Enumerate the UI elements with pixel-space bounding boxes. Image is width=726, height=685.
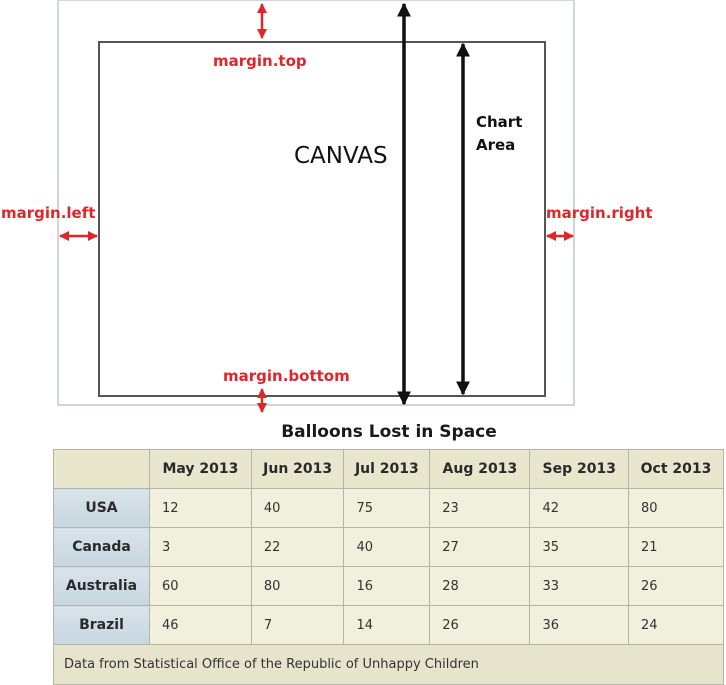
outer-canvas-border (57, 0, 575, 406)
row-header: Australia (53, 566, 150, 606)
column-header: Aug 2013 (429, 449, 531, 489)
chart-area-label-line1: Chart (476, 113, 523, 131)
table-footer: Data from Statistical Office of the Repu… (53, 644, 724, 685)
column-header: Jul 2013 (343, 449, 431, 489)
column-header: Sep 2013 (529, 449, 630, 489)
row-header: USA (53, 488, 150, 528)
diagram-drawing (57, 0, 575, 413)
table-footer-row: Data from Statistical Office of the Repu… (53, 644, 724, 685)
table-cell: 40 (250, 488, 345, 528)
chart-area-label-line2: Area (476, 136, 516, 154)
margin-right-label: margin.right (546, 204, 653, 222)
chart-area-label: Chart Area (476, 111, 522, 157)
table-cell: 27 (429, 527, 531, 567)
table-cell: 60 (149, 566, 252, 606)
data-table: May 2013 Jun 2013 Jul 2013 Aug 2013 Sep … (53, 449, 724, 685)
table-row: Canada 3 22 40 27 35 21 (53, 527, 724, 567)
row-header: Canada (53, 527, 150, 567)
canvas-diagram: margin.top margin.left margin.right marg… (1, 0, 653, 413)
table-cell: 23 (429, 488, 531, 528)
margin-top-label: margin.top (213, 52, 307, 70)
table-cell: 21 (628, 527, 724, 567)
row-header: Brazil (53, 605, 150, 645)
table-cell: 7 (250, 605, 345, 645)
table-cell: 75 (343, 488, 431, 528)
table-cell: 33 (529, 566, 630, 606)
column-header: Oct 2013 (628, 449, 724, 489)
table-cell: 80 (250, 566, 345, 606)
table-row: Brazil 46 7 14 26 36 24 (53, 605, 724, 645)
table-cell: 28 (429, 566, 531, 606)
table-row: Australia 60 80 16 28 33 26 (53, 566, 724, 606)
canvas-label: CANVAS (294, 143, 388, 169)
table-row: USA 12 40 75 23 42 80 (53, 488, 724, 528)
margin-left-label: margin.left (1, 204, 96, 222)
table-cell: 80 (628, 488, 724, 528)
column-header: Jun 2013 (250, 449, 345, 489)
table-cell: 14 (343, 605, 431, 645)
table-cell: 35 (529, 527, 630, 567)
table-cell: 46 (149, 605, 252, 645)
table-cell: 16 (343, 566, 431, 606)
table-title: Balloons Lost in Space (281, 422, 497, 442)
table-cell: 36 (529, 605, 630, 645)
table-cell: 12 (149, 488, 252, 528)
table-cell: 26 (628, 566, 724, 606)
table-corner-cell (53, 449, 150, 489)
table-cell: 24 (628, 605, 724, 645)
table-cell: 40 (343, 527, 431, 567)
table-cell: 42 (529, 488, 630, 528)
table-cell: 22 (250, 527, 345, 567)
column-header: May 2013 (149, 449, 252, 489)
table-header-row: May 2013 Jun 2013 Jul 2013 Aug 2013 Sep … (53, 449, 724, 489)
table-cell: 26 (429, 605, 531, 645)
inner-plot-border (98, 41, 546, 397)
margin-bottom-label: margin.bottom (223, 367, 350, 385)
table-cell: 3 (149, 527, 252, 567)
